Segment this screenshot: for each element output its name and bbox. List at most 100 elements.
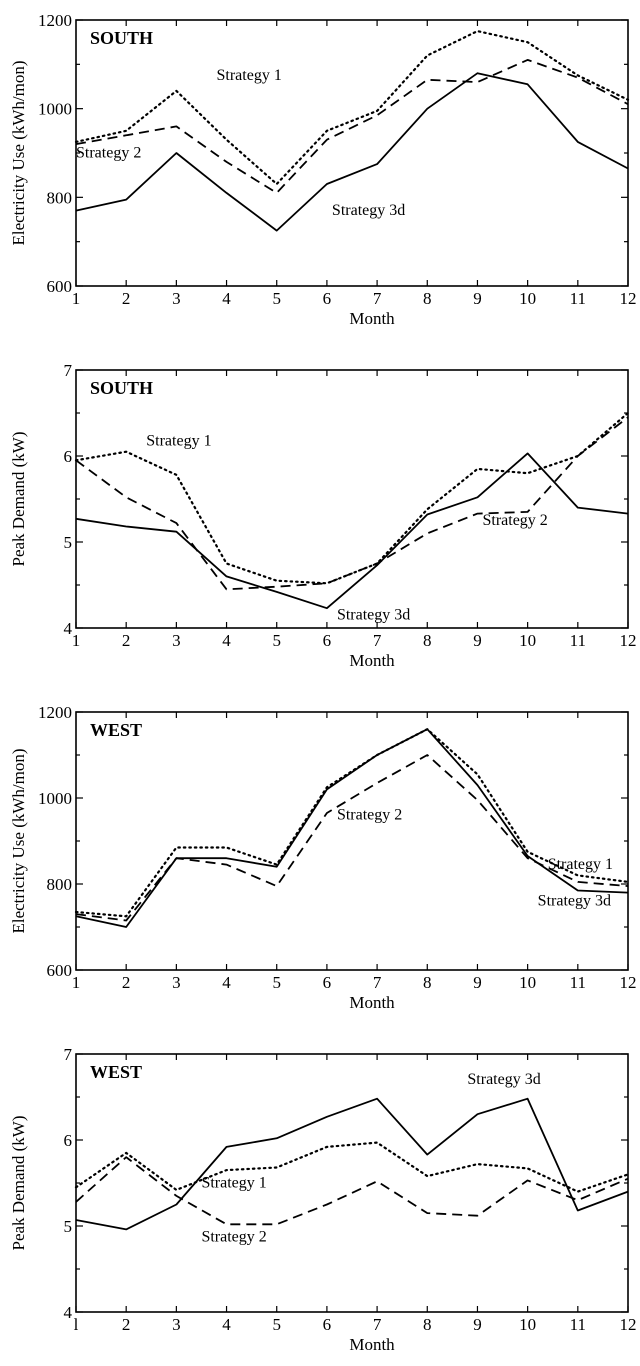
series-line-strategy-1: [74, 728, 630, 918]
x-tick-label: 6: [323, 973, 332, 992]
x-tick-label: 7: [373, 289, 382, 308]
series-line-strategy-1: [74, 1141, 630, 1193]
y-axis-label: Peak Demand (kW): [9, 1115, 28, 1250]
y-axis-label: Peak Demand (kW): [9, 431, 28, 566]
x-tick-label: l: [74, 1315, 79, 1334]
x-tick-label: 11: [570, 631, 586, 650]
y-tick-label: 7: [64, 361, 73, 380]
x-tick-label: 9: [473, 1315, 482, 1334]
series-line-strategy-3d: [75, 452, 629, 610]
x-tick-label: 3: [172, 973, 181, 992]
series-line-strategy-2: [75, 1156, 629, 1226]
y-axis-label: Electricity Use (kWh/mon): [9, 60, 28, 245]
series-line-strategy-3d: [75, 1097, 629, 1231]
x-tick-label: 10: [519, 289, 536, 308]
x-tick-label: 4: [222, 289, 231, 308]
series-annotation: Strategy 1: [146, 433, 211, 450]
series-annotation: Strategy 3d: [332, 202, 405, 219]
series-annotation: Strategy 3d: [467, 1071, 540, 1088]
series-annotation: Strategy 1: [548, 856, 613, 873]
y-tick-label: 1000: [38, 100, 72, 119]
x-tick-label: 12: [620, 973, 637, 992]
x-axis-label: Month: [349, 651, 395, 670]
y-tick-label: 600: [47, 277, 73, 296]
series-annotation: Strategy 1: [201, 1174, 266, 1191]
x-tick-label: 4: [222, 631, 231, 650]
series-line-strategy-3d: [75, 72, 629, 232]
x-tick-label: 8: [423, 973, 432, 992]
x-tick-label: 5: [272, 289, 281, 308]
x-tick-label: 4: [222, 973, 231, 992]
y-tick-label: 6: [64, 1131, 73, 1150]
x-tick-label: 2: [122, 973, 131, 992]
y-tick-label: 6: [64, 447, 73, 466]
x-axis-label: Month: [349, 309, 395, 328]
x-tick-label: 11: [570, 973, 586, 992]
x-tick-label: 6: [323, 1315, 332, 1334]
plot-frame: [75, 369, 629, 629]
x-tick-label: 2: [122, 631, 131, 650]
x-tick-label: 10: [519, 973, 536, 992]
series-annotation: Strategy 3d: [538, 893, 611, 910]
x-tick-label: 8: [423, 1315, 432, 1334]
panel-title: SOUTH: [90, 378, 153, 398]
series-annotation: Strategy 3d: [337, 606, 410, 623]
series-line-strategy-3d: [75, 728, 629, 928]
x-axis-label: Month: [349, 1335, 395, 1354]
x-tick-label: 10: [519, 1315, 536, 1334]
plot-frame: [75, 19, 629, 287]
x-tick-label: 5: [272, 973, 281, 992]
chart-panel-1: 1 2 3 4 5 6 7 8 9 10 11 1260080010001200MonthElectr…: [9, 11, 637, 328]
y-tick-label: 1000: [38, 789, 72, 808]
x-tick-label: 3: [172, 631, 181, 650]
x-tick-label: 6: [323, 631, 332, 650]
x-tick-label: 8: [423, 631, 432, 650]
series-annotation: Strategy 2: [337, 807, 402, 824]
series-line-strategy-1: [74, 30, 630, 186]
y-tick-label: 800: [47, 188, 73, 207]
chart-panel-3: 1 2 3 4 5 6 7 8 9 10 11 1260080010001200MonthElectr…: [9, 703, 637, 1012]
panel-title: WEST: [90, 720, 142, 740]
x-tick-label: 2: [122, 289, 131, 308]
series-annotation: Strategy 2: [201, 1228, 266, 1245]
x-tick-label: 9: [473, 289, 482, 308]
y-tick-label: 600: [47, 961, 73, 980]
series-line-strategy-2: [75, 59, 629, 194]
series-annotation: Strategy 2: [482, 512, 547, 529]
x-tick-label: 12: [620, 631, 637, 650]
x-tick-label: 7: [373, 973, 382, 992]
x-tick-label: 1: [72, 289, 81, 308]
x-tick-label: 5: [272, 631, 281, 650]
x-tick-label: 4: [222, 1315, 231, 1334]
x-tick-label: 9: [473, 973, 482, 992]
x-tick-label: 9: [473, 631, 482, 650]
y-tick-label: 7: [64, 1045, 73, 1064]
series-line-strategy-2: [75, 416, 629, 591]
x-tick-label: 3: [172, 1315, 181, 1334]
y-tick-label: 4: [64, 619, 73, 638]
y-tick-label: 800: [47, 875, 73, 894]
y-tick-label: 5: [64, 533, 73, 552]
series-annotation: Strategy 1: [217, 67, 282, 84]
x-tick-label: 6: [323, 289, 332, 308]
panels: 1 2 3 4 5 6 7 8 9 10 11 1260080010001200MonthElectr…: [9, 11, 637, 1354]
x-tick-label: 1: [72, 973, 81, 992]
y-tick-label: 1200: [38, 703, 72, 722]
x-axis-label: Month: [349, 993, 395, 1012]
x-tick-label: 7: [373, 631, 382, 650]
series-annotation: Strategy 2: [76, 144, 141, 161]
x-tick-label: 3: [172, 289, 181, 308]
y-axis-label: Electricity Use (kWh/mon): [9, 748, 28, 933]
y-tick-label: 4: [64, 1303, 73, 1322]
plot-frame: [75, 1053, 629, 1313]
y-tick-label: 5: [64, 1217, 73, 1236]
series-line-strategy-1: [74, 411, 630, 585]
panel-title: SOUTH: [90, 28, 153, 48]
x-tick-label: 12: [620, 1315, 637, 1334]
x-tick-label: 2: [122, 1315, 131, 1334]
x-tick-label: 8: [423, 289, 432, 308]
x-tick-label: 12: [620, 289, 637, 308]
panel-title: WEST: [90, 1062, 142, 1082]
